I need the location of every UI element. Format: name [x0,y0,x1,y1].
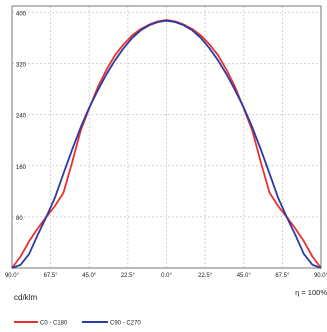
x-tick-label: 0.0° [161,273,172,279]
x-tick-labels: 90.0° 67.5° 45.0° 22.5° 0.0° 22.5° 45.0° 67.5° 9… [5,273,327,279]
x-tick-label: 90.0° [314,273,327,279]
legend: C0 - C180 C90 - C270 [14,321,141,327]
x-tick-label: 45.0° [82,273,97,279]
y-tick-label: 160 [16,165,27,171]
grid [12,6,321,268]
series-lines [11,19,322,269]
series-line-1 [11,19,322,269]
plot-frame [11,5,322,269]
plot-border [11,5,322,269]
x-tick-label: 90.0° [5,273,20,279]
x-tick-label: 22.5° [121,273,136,279]
legend-label-c0-c180: C0 - C180 [40,321,68,327]
y-unit-label: cd/klm [14,293,37,302]
y-tick-label: 400 [16,11,27,17]
x-tick-label: 22.5° [198,273,213,279]
x-tick-label: 67.5° [44,273,59,279]
y-tick-label: 80 [16,216,23,222]
y-tick-labels: 80 160 240 320 400 [16,11,27,221]
efficiency-label: η = 100% [295,288,327,297]
x-tick-label: 67.5° [275,273,290,279]
legend-label-c90-c270: C90 - C270 [110,321,141,327]
x-tick-label: 45.0° [237,273,252,279]
y-tick-label: 240 [16,114,27,120]
y-tick-label: 320 [16,63,27,69]
